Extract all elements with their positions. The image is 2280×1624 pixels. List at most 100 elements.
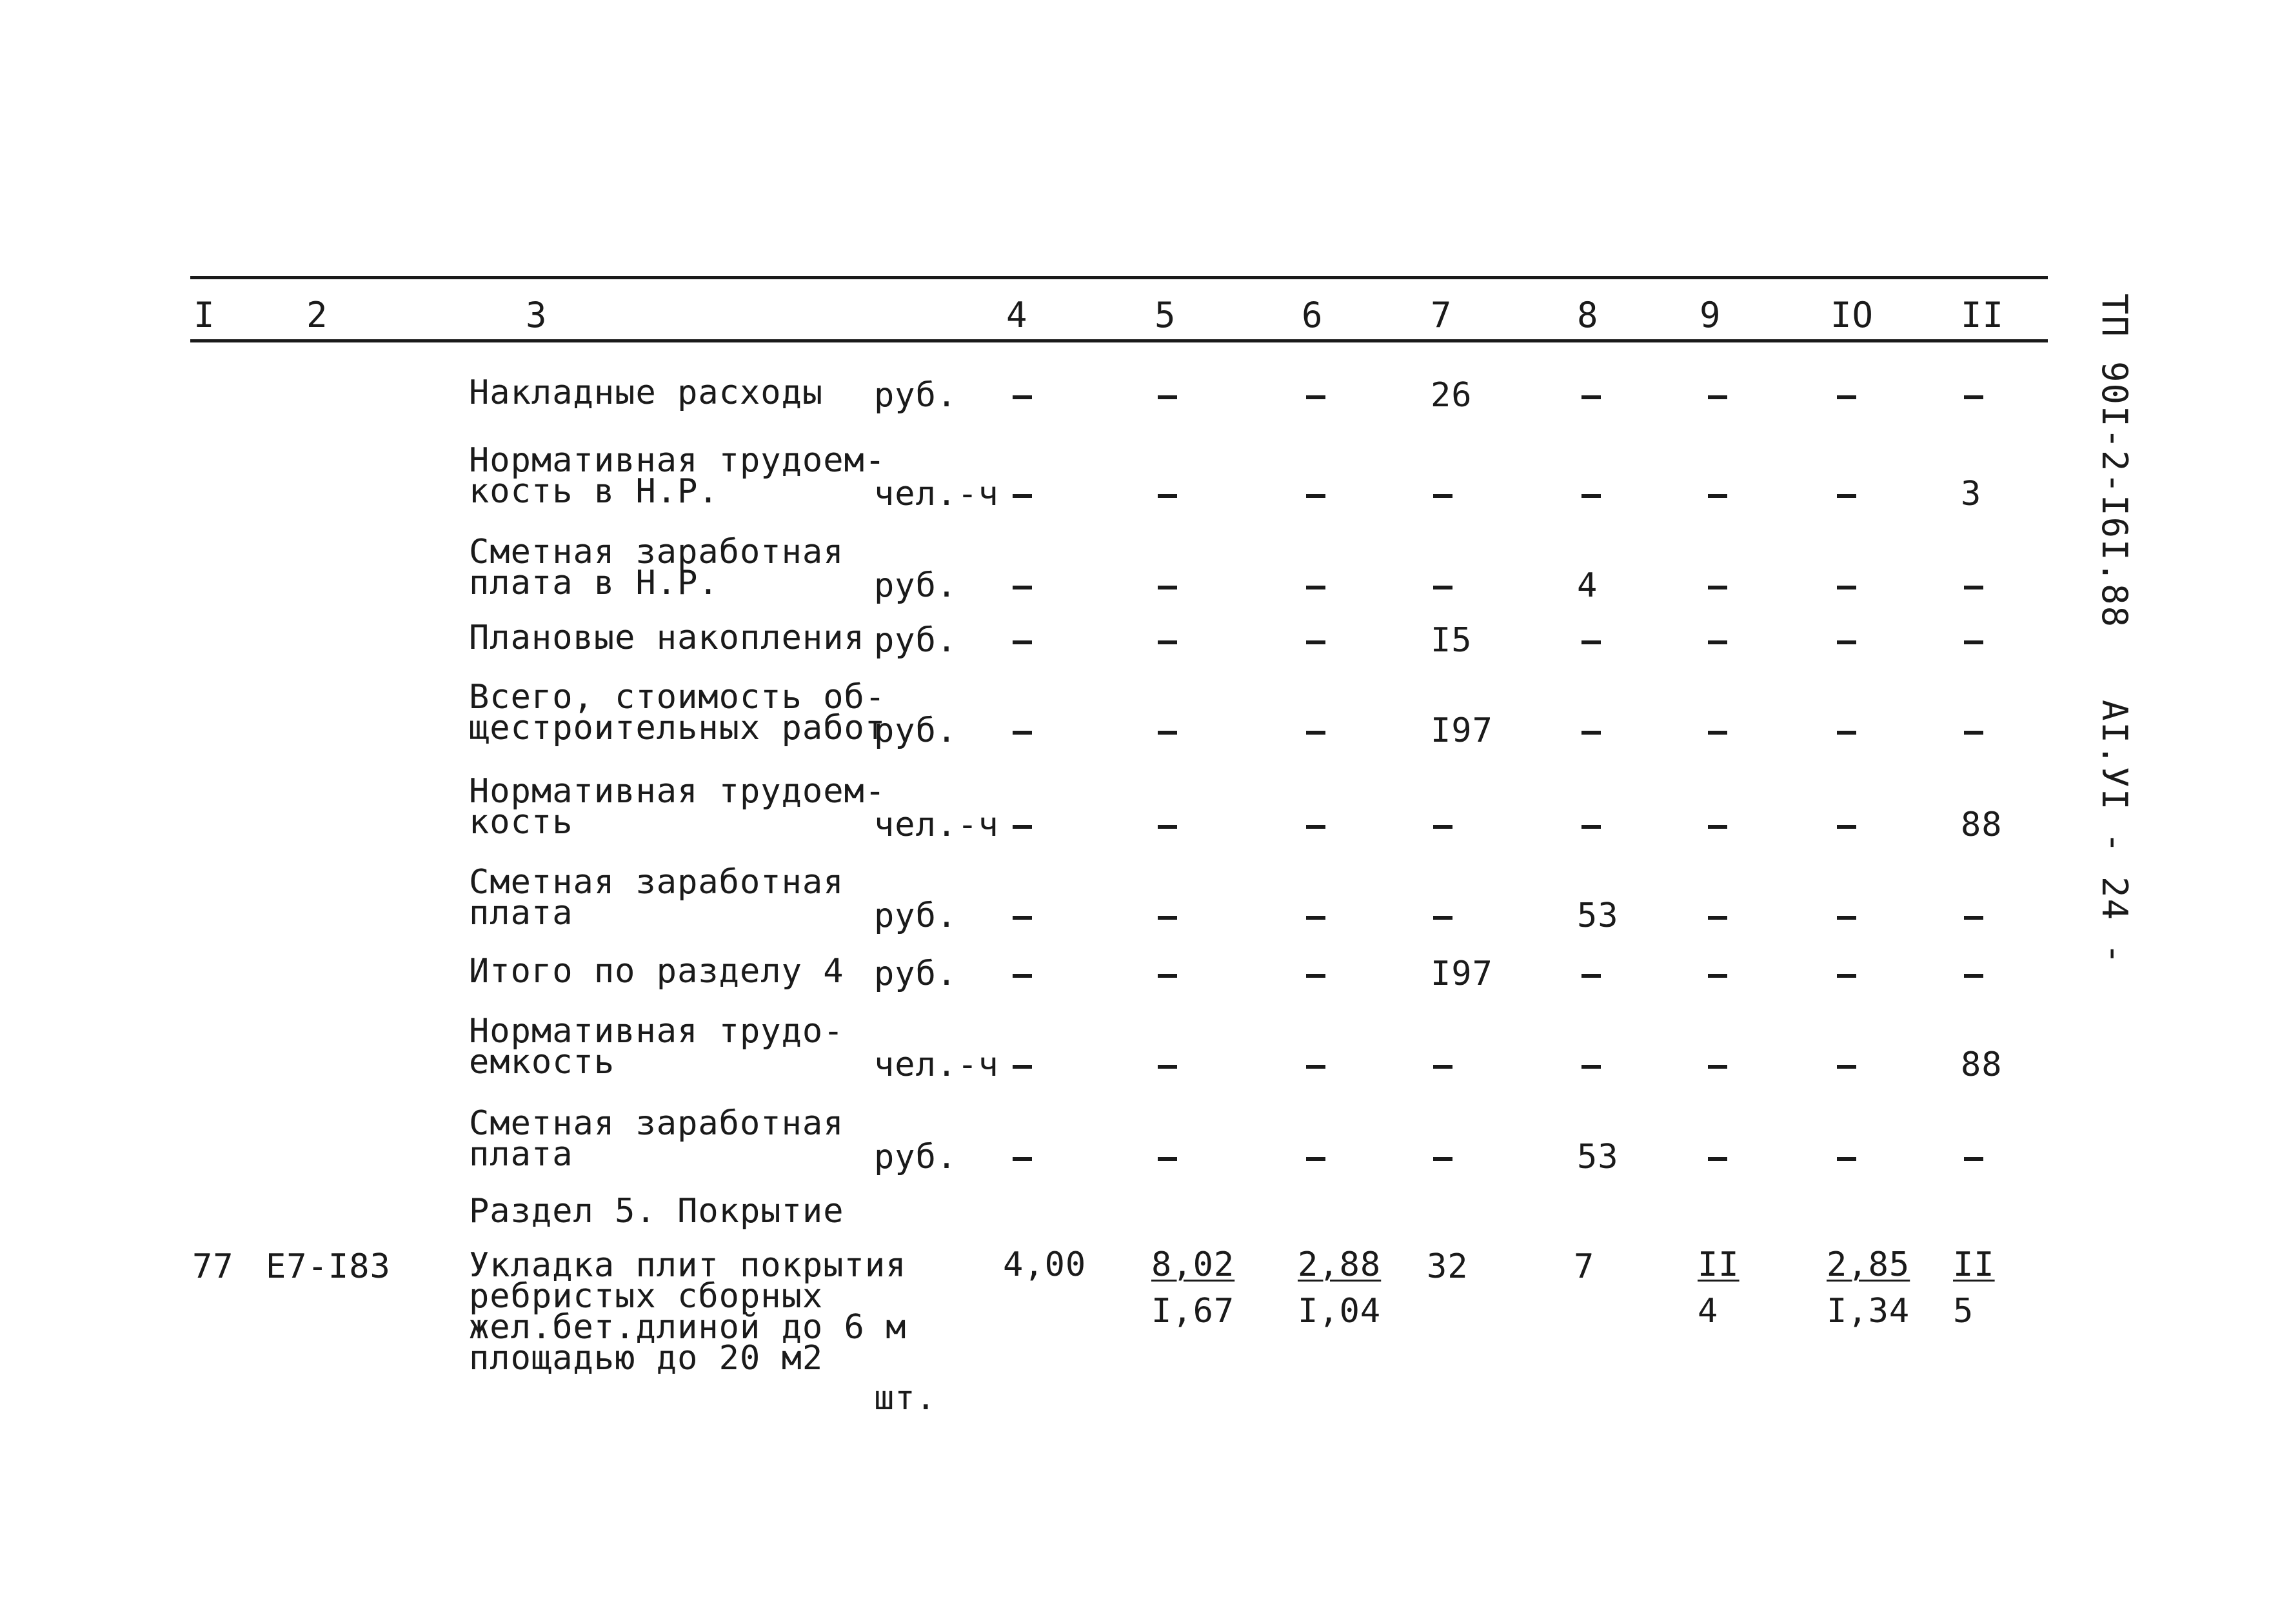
row-unit: чел.-ч — [874, 1045, 999, 1084]
col-header-7: 7 — [1431, 295, 1452, 335]
dash-mark — [1158, 395, 1177, 399]
dash-mark — [1837, 586, 1856, 589]
dash-mark — [1708, 395, 1727, 399]
row-value-c7: I5 — [1431, 621, 1472, 660]
dash-mark — [1837, 1065, 1856, 1069]
row-unit: руб. — [874, 711, 958, 750]
dash-mark — [1306, 916, 1325, 920]
col-header-5: 5 — [1155, 295, 1176, 335]
dash-mark — [1306, 586, 1325, 589]
dash-mark — [1708, 1157, 1727, 1161]
dash-mark — [1708, 494, 1727, 498]
item-description: Укладка плит покрытия ребристых сборных … — [469, 1246, 907, 1378]
dash-mark — [1013, 916, 1032, 920]
dash-mark — [1306, 974, 1325, 978]
dash-mark — [1581, 974, 1601, 978]
item-col9-top: II — [1698, 1245, 1740, 1284]
item-unit: шт. — [874, 1379, 937, 1418]
dash-mark — [1306, 1157, 1325, 1161]
dash-mark — [1964, 640, 1983, 644]
dash-mark — [1013, 731, 1032, 735]
dash-mark — [1581, 1065, 1601, 1069]
dash-mark — [1306, 825, 1325, 829]
dash-mark — [1837, 825, 1856, 829]
item-col6-top: 2,88 — [1298, 1245, 1382, 1284]
dash-mark — [1158, 1065, 1177, 1069]
dash-mark — [1581, 494, 1601, 498]
row-unit: руб. — [874, 1138, 958, 1176]
dash-mark — [1708, 731, 1727, 735]
dash-mark — [1837, 1157, 1856, 1161]
dash-mark — [1433, 1157, 1452, 1161]
dash-mark — [1158, 825, 1177, 829]
dash-mark — [1581, 825, 1601, 829]
item-number: 77 — [192, 1247, 234, 1286]
item-col11-bottom: 5 — [1953, 1292, 1974, 1331]
item-col11-top: II — [1953, 1245, 1995, 1284]
row-description: Сметная заработная плата — [469, 1104, 844, 1174]
item-code: Е7-I83 — [266, 1247, 391, 1286]
dash-mark — [1158, 494, 1177, 498]
dash-mark — [1708, 1065, 1727, 1069]
side-code-3: АI.УI — [2094, 700, 2135, 811]
item-col8: 7 — [1574, 1247, 1595, 1286]
col-header-8: 8 — [1577, 295, 1599, 335]
dash-mark — [1964, 916, 1983, 920]
dash-mark — [1158, 586, 1177, 589]
row-unit: руб. — [874, 955, 958, 993]
dash-mark — [1964, 395, 1983, 399]
row-value-c7: I97 — [1431, 955, 1493, 993]
item-col5-top: 8,02 — [1151, 1245, 1235, 1284]
dash-mark — [1708, 974, 1727, 978]
dash-mark — [1708, 916, 1727, 920]
row-description: Накладные расходы — [469, 373, 824, 412]
row-unit: руб. — [874, 376, 958, 415]
dash-mark — [1433, 825, 1452, 829]
row-description: Плановые накопления — [469, 619, 865, 657]
item-col6-bottom: I,04 — [1298, 1292, 1382, 1331]
header-rule — [190, 339, 2048, 342]
row-description: Нормативная трудоем- кость — [469, 772, 886, 842]
dash-mark — [1837, 731, 1856, 735]
dash-mark — [1158, 640, 1177, 644]
row-description: Всего, стоимость об- щестроительных рабо… — [469, 678, 886, 748]
dash-mark — [1306, 395, 1325, 399]
item-quantity: 4,00 — [1003, 1245, 1087, 1284]
item-col10-top: 2,85 — [1827, 1245, 1910, 1284]
dash-mark — [1581, 731, 1601, 735]
row-unit: руб. — [874, 621, 958, 660]
row-unit: руб. — [874, 896, 958, 935]
dash-mark — [1013, 825, 1032, 829]
col-header-4: 4 — [1006, 295, 1028, 335]
dash-mark — [1837, 916, 1856, 920]
dash-mark — [1837, 494, 1856, 498]
dash-mark — [1964, 586, 1983, 589]
row-value-c11: 88 — [1961, 1045, 2003, 1084]
row-value-c11: 3 — [1961, 475, 1982, 513]
row-description: Сметная заработная плата в Н.Р. — [469, 533, 844, 602]
dash-mark — [1964, 974, 1983, 978]
col-header-9: 9 — [1700, 295, 1721, 335]
row-value-c11: 88 — [1961, 806, 2003, 844]
row-unit: чел.-ч — [874, 475, 999, 513]
dash-mark — [1158, 916, 1177, 920]
dash-mark — [1158, 1157, 1177, 1161]
col-header-10: IO — [1830, 295, 1874, 335]
col-header-6: 6 — [1302, 295, 1323, 335]
dash-mark — [1964, 731, 1983, 735]
col-header-2: 2 — [306, 295, 328, 335]
row-value-c8: 53 — [1577, 896, 1619, 935]
dash-mark — [1013, 1157, 1032, 1161]
item-col7: 32 — [1427, 1247, 1469, 1286]
dash-mark — [1837, 974, 1856, 978]
item-col5-bottom: I,67 — [1151, 1292, 1235, 1331]
dash-mark — [1306, 731, 1325, 735]
item-col9-bottom: 4 — [1698, 1292, 1719, 1331]
col-header-3: 3 — [526, 295, 548, 335]
dash-mark — [1433, 494, 1452, 498]
dash-mark — [1581, 395, 1601, 399]
dash-mark — [1013, 974, 1032, 978]
side-code-1: ТП — [2094, 293, 2135, 339]
dash-mark — [1158, 974, 1177, 978]
